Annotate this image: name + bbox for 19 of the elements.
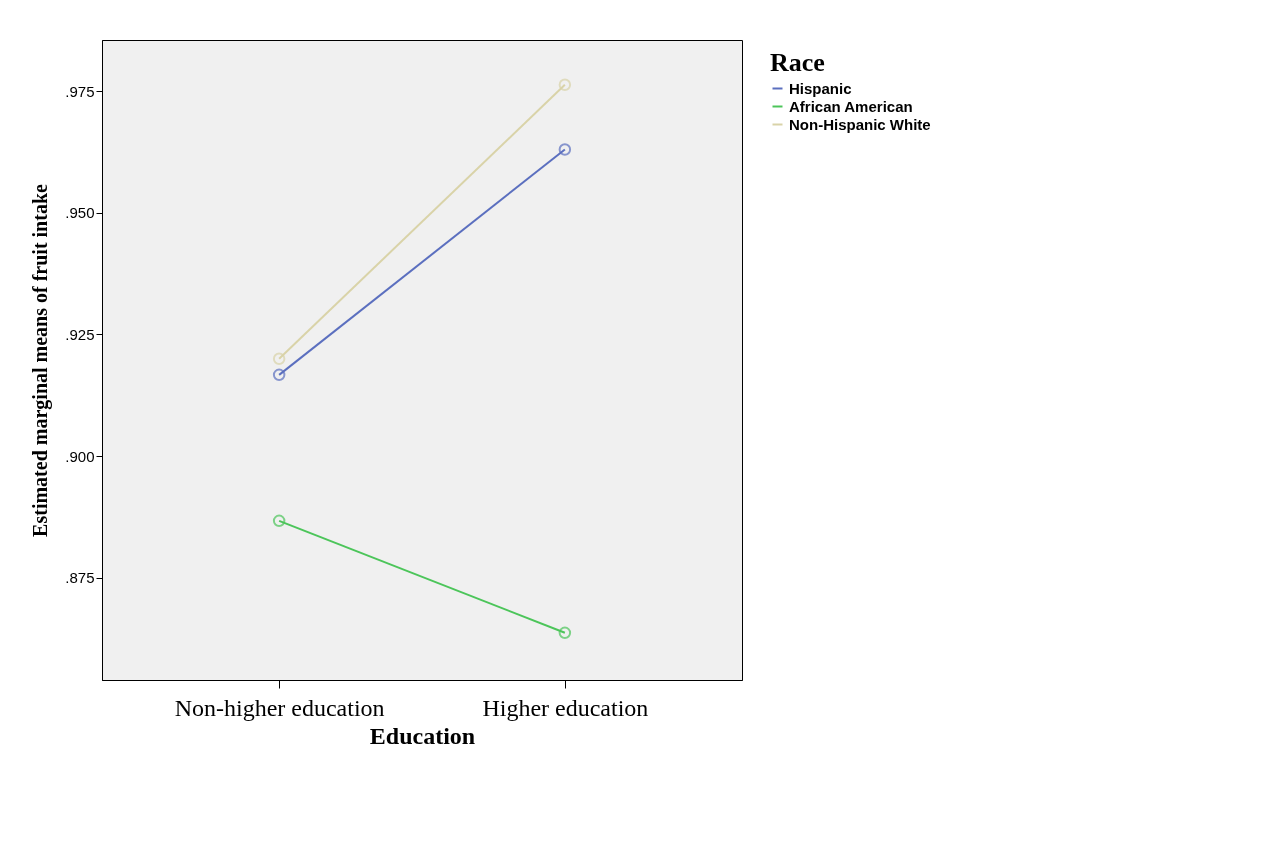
y-tick-label: .900 bbox=[65, 447, 95, 465]
point bbox=[272, 368, 286, 382]
x-axis-title: Education bbox=[369, 722, 476, 749]
legend-label: Non-Hispanic White bbox=[789, 115, 931, 133]
y-tick-label: .925 bbox=[65, 325, 95, 343]
x-tick-label: Higher education bbox=[482, 694, 649, 721]
y-axis-title: Estimated marginal means of fruit intake bbox=[29, 184, 53, 537]
y-tick-label: .875 bbox=[65, 569, 95, 587]
legend-label: Hispanic bbox=[789, 79, 852, 97]
legend-label: African American bbox=[789, 97, 913, 115]
y-tick-label: .975 bbox=[65, 82, 95, 100]
x-tick-label: Non-higher education bbox=[174, 694, 385, 721]
point bbox=[272, 352, 286, 366]
point bbox=[558, 626, 572, 640]
point bbox=[558, 78, 572, 92]
point bbox=[558, 143, 572, 156]
point bbox=[272, 514, 286, 528]
y-tick-label: .950 bbox=[65, 204, 95, 222]
legend-title: Race bbox=[770, 48, 825, 77]
